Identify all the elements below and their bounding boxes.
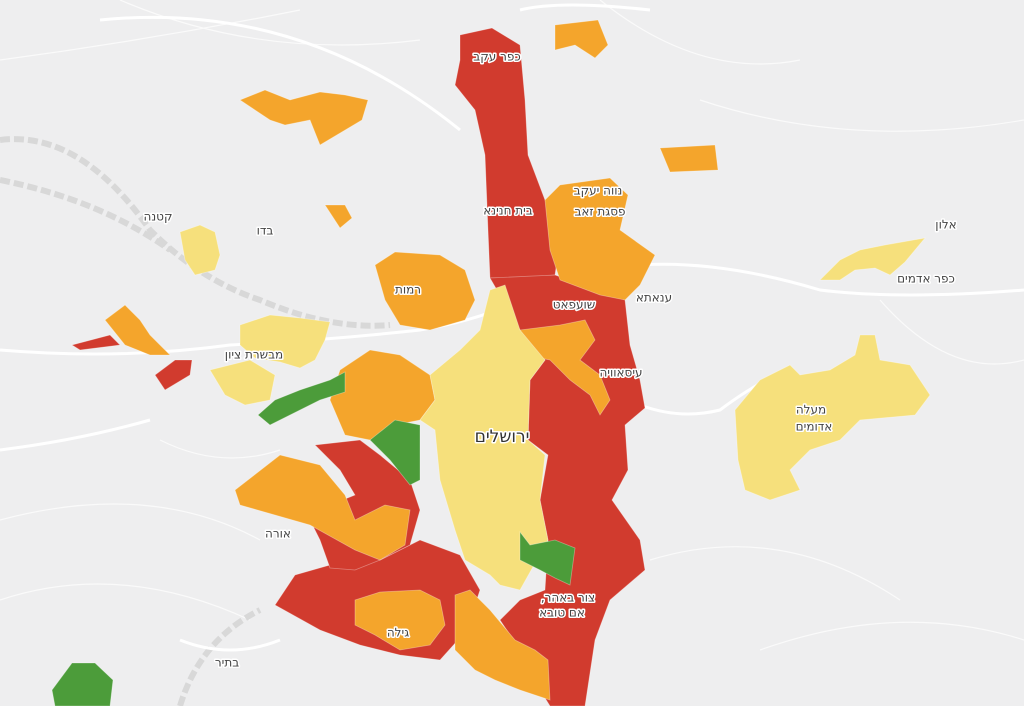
- place-label: כפר אדמים: [897, 272, 955, 286]
- regions: [51, 19, 931, 706]
- place-label: אם טובא: [539, 606, 585, 620]
- place-label: מבשרת ציון: [225, 348, 283, 362]
- place-label: אדומים: [796, 420, 833, 434]
- place-label: פסגת זאב: [574, 205, 625, 219]
- place-label: צור באהר,: [541, 591, 595, 605]
- place-label: בתיר: [215, 656, 239, 670]
- place-label: קטנה: [144, 210, 173, 224]
- place-label: אורה: [265, 527, 291, 541]
- place-label: גילה: [387, 626, 409, 640]
- place-label: בדו: [257, 224, 274, 238]
- place-label: כפר עקב: [473, 50, 520, 64]
- place-label: אלון: [935, 218, 956, 232]
- place-label: נווה יעקב: [574, 184, 623, 198]
- city-label: ירושלים: [475, 427, 530, 447]
- place-label: ענאתא: [636, 291, 672, 305]
- labels: כפר עקב נווה יעקב בית חנינא פסגת זאב רמו…: [142, 48, 958, 671]
- place-label: שועפאט: [553, 298, 596, 312]
- place-label: בית חנינא: [483, 204, 533, 218]
- place-label: מעלה: [796, 403, 826, 417]
- place-label: עיסאוויה: [599, 366, 642, 380]
- place-label: רמות: [395, 283, 421, 297]
